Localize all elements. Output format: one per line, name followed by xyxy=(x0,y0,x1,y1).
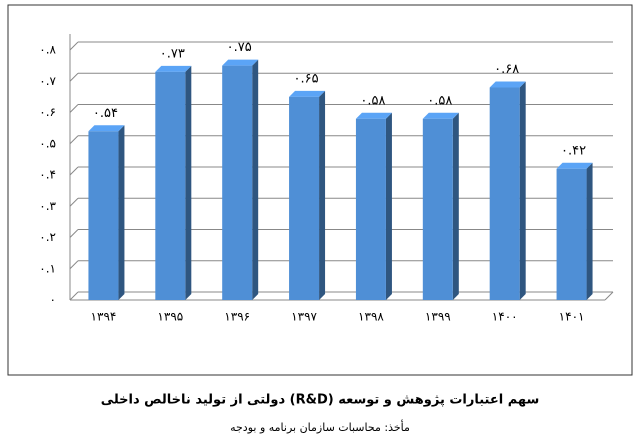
y-tick-label: ۰.۱ xyxy=(39,261,56,275)
y-tick-label: ۰.۸ xyxy=(39,43,56,57)
bar-top xyxy=(155,65,192,72)
value-label: ۰.۵۸ xyxy=(360,93,385,108)
bar xyxy=(556,168,587,300)
bar-side xyxy=(385,112,392,300)
y-tick-label: ۰.۳ xyxy=(39,199,56,213)
x-tick-label: ۱۳۹۷ xyxy=(291,310,317,324)
x-tick-label: ۱۳۹۵ xyxy=(157,310,183,324)
x-tick-label: ۱۴۰۱ xyxy=(559,310,585,324)
y-tick-label: ۰.۵ xyxy=(39,136,56,150)
grid-slant xyxy=(69,135,79,145)
bar xyxy=(422,118,453,300)
y-tick-label: ۰.۲ xyxy=(39,230,56,244)
value-label: ۰.۷۳ xyxy=(160,46,185,61)
x-tick-label: ۱۳۹۶ xyxy=(224,310,250,324)
grid-slant xyxy=(69,229,79,238)
value-label: ۰.۵۴ xyxy=(93,106,118,121)
grid-slant xyxy=(69,72,79,82)
x-tick-label: ۱۳۹۹ xyxy=(425,310,451,324)
y-tick-label: ۰.۴ xyxy=(39,168,56,182)
bar-top xyxy=(556,162,593,169)
bar xyxy=(289,96,320,300)
bar-side xyxy=(452,112,459,300)
bar-top xyxy=(355,112,392,119)
grid-slant xyxy=(69,197,79,207)
bar xyxy=(489,87,520,300)
grid-slant xyxy=(69,41,79,51)
grid-slant xyxy=(69,104,79,113)
bar xyxy=(222,65,253,300)
bar-side xyxy=(319,90,326,300)
value-label: ۰.۵۸ xyxy=(427,93,452,108)
grid-slant xyxy=(69,260,79,270)
bar xyxy=(355,118,386,300)
bar-side xyxy=(519,81,526,300)
bar-side xyxy=(118,125,125,300)
x-tick-label: ۱۳۹۸ xyxy=(358,310,384,324)
chart-source: مأخذ: محاسبات سازمان برنامه و بودجه xyxy=(230,419,410,434)
floor-side xyxy=(604,291,614,301)
y-tick-label: ۰ xyxy=(50,293,56,307)
value-label: ۰.۶۵ xyxy=(294,71,319,86)
x-tick-label: ۱۴۰۰ xyxy=(492,310,518,324)
bar-top xyxy=(422,112,459,119)
bar xyxy=(88,131,119,300)
y-tick-label: ۰.۶ xyxy=(39,105,56,119)
bar-side xyxy=(586,162,593,300)
value-label: ۰.۷۵ xyxy=(227,40,252,55)
y-tick-label: ۰.۷ xyxy=(39,74,56,88)
grid-slant xyxy=(69,291,79,301)
bar-top xyxy=(222,59,259,66)
bar xyxy=(155,71,186,300)
value-label: ۰.۴۲ xyxy=(561,143,586,158)
bar-top xyxy=(88,125,125,132)
bar-side xyxy=(185,65,192,300)
value-label: ۰.۶۸ xyxy=(494,62,519,77)
grid-slant xyxy=(69,166,79,176)
chart-title: سهم اعتبارات پژوهش و توسعه (R&D) دولتی ا… xyxy=(101,393,540,408)
bar-top xyxy=(489,81,526,88)
x-tick-label: ۱۳۹۴ xyxy=(91,310,117,324)
bar-top xyxy=(289,90,326,97)
bar-side xyxy=(252,59,259,300)
